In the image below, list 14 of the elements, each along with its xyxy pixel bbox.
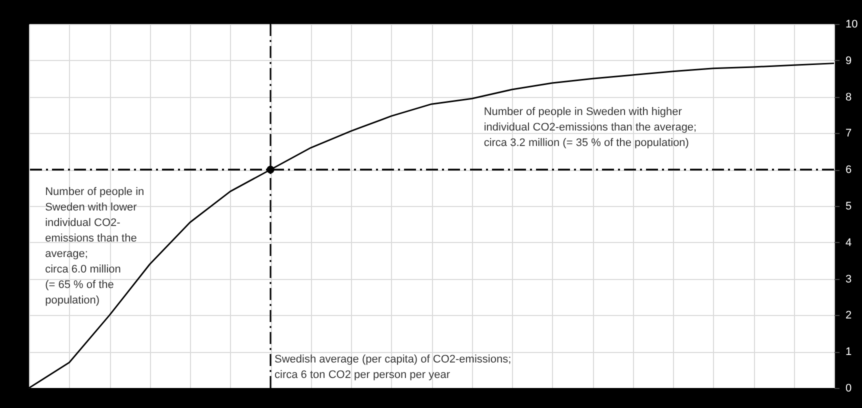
y-tick-label: 3 — [846, 273, 852, 286]
y-tick-label: 10 — [846, 18, 858, 30]
y-tick-label: 7 — [846, 128, 852, 140]
y-tick-label: 1 — [846, 346, 852, 358]
y-tick-label: 6 — [846, 164, 852, 176]
y-tick-label: 5 — [846, 200, 852, 212]
y-tick-label: 4 — [846, 236, 852, 249]
y-tick-label: 9 — [846, 54, 852, 67]
y-tick-label: 2 — [846, 310, 852, 322]
y-tick-label: 8 — [846, 91, 852, 104]
annotation: Number of people in Sweden with lower individual CO2- emissions than the average; circa 6.0 million (= 65 % of the population) — [45, 186, 144, 306]
annotation: Number of people in Sweden with higher individual CO2-emissions than the average; circa 3.2 million (= 35 % of the population) — [484, 106, 697, 149]
annotation: Swedish average (per capita) of CO2-emissions; circa 6 ton CO2 per person per year — [274, 353, 512, 381]
y-tick-label: 0 — [846, 382, 852, 394]
